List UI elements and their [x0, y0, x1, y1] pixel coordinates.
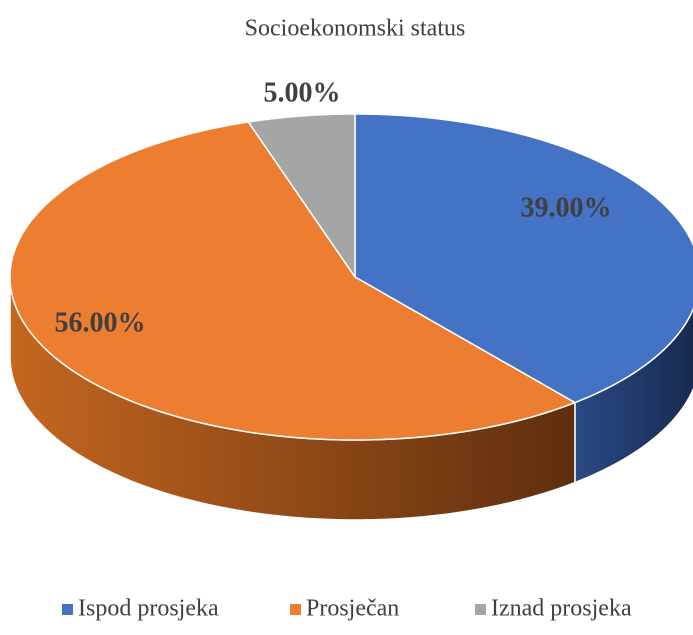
data-label: 39.00% [521, 192, 612, 223]
legend-label: Iznad prosjeka [491, 596, 632, 622]
legend-label: Ispod prosjeka [78, 596, 219, 622]
slice [9, 121, 577, 441]
slice [354, 113, 693, 404]
legend-swatch [62, 604, 73, 615]
legend-label: Prosječan [306, 596, 399, 622]
chart-title: Socioekonomski status [245, 16, 466, 42]
data-label: 56.00% [55, 307, 146, 338]
legend-swatch [290, 604, 301, 615]
legend-swatch [475, 604, 486, 615]
slice [247, 113, 356, 280]
data-label: 5.00% [264, 77, 341, 108]
